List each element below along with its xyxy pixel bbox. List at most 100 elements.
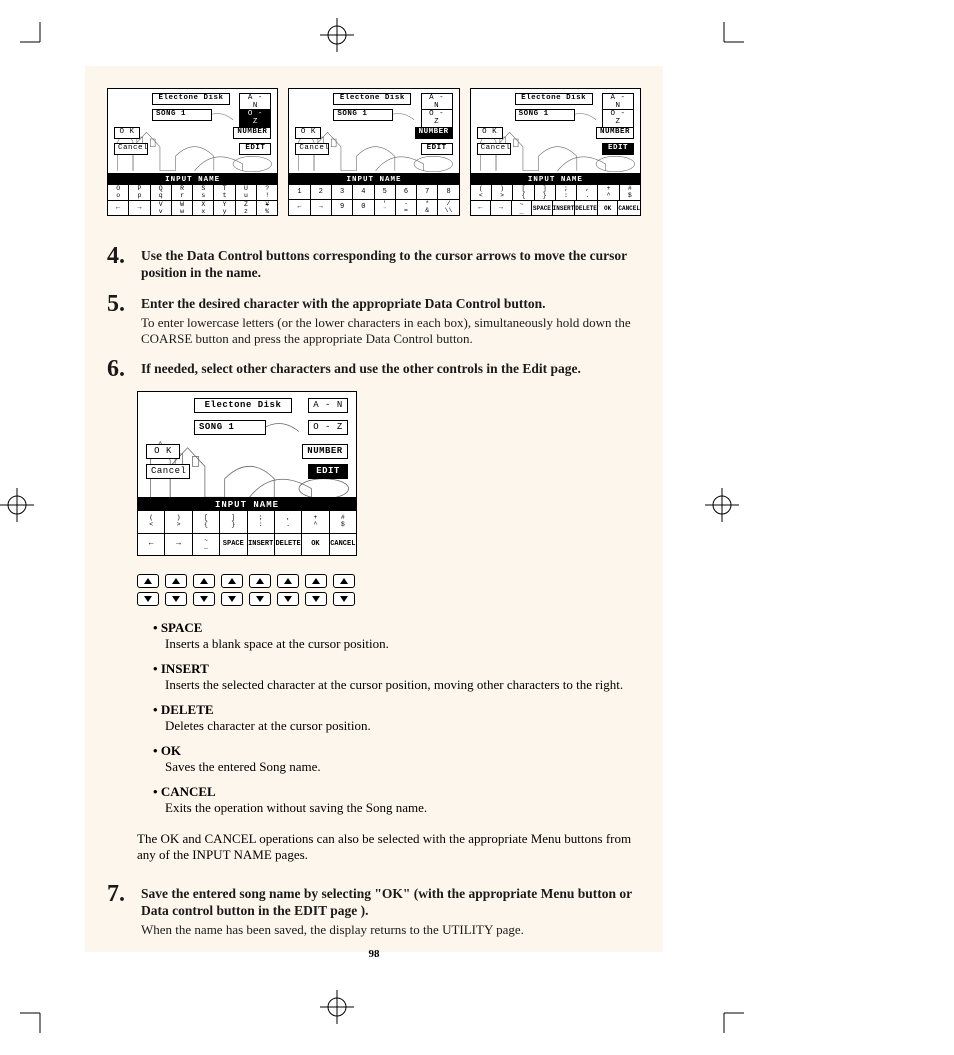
definition-term: INSERT (153, 661, 209, 676)
lcd-panel-oz: Electone Disk SONG 1 A - N O - Z NUMBER … (107, 88, 278, 216)
lcd-key: 9 (332, 200, 353, 215)
lcd-key: #$ (620, 185, 640, 200)
definition-term: DELETE (153, 702, 214, 717)
data-control-down-button (333, 592, 355, 606)
registration-mark-top (320, 18, 354, 57)
definition-item: OK Saves the entered Song name. (153, 743, 641, 776)
data-control-up-button (277, 574, 299, 588)
lcd-tab-number: NUMBER (302, 444, 348, 459)
lcd-key: ,. (275, 511, 302, 533)
lcd-tab-number: NUMBER (415, 127, 453, 139)
lcd-title: Electone Disk (194, 398, 292, 413)
lcd-ok-button: O K (114, 127, 140, 139)
lcd-key: Yy (214, 201, 235, 216)
lcd-key: Tt (214, 185, 235, 200)
lcd-input-name-bar: INPUT NAME (471, 175, 640, 185)
manual-page: Electone Disk SONG 1 A - N O - Z NUMBER … (85, 66, 663, 952)
lcd-key: )> (492, 185, 513, 200)
lcd-cancel-button: Cancel (295, 143, 329, 155)
lcd-key: ?! (257, 185, 277, 200)
lcd-key: Vv (151, 201, 172, 216)
lcd-key-ok: OK (598, 201, 619, 216)
lcd-song-field: SONG 1 (333, 109, 393, 121)
data-control-up-button (221, 574, 243, 588)
lcd-key: [{ (513, 185, 534, 200)
page-number: 98 (107, 948, 641, 960)
lcd-song-field: SONG 1 (515, 109, 575, 121)
step-7: 7. Save the entered song name by selecti… (107, 882, 641, 938)
lcd-panels-row: Electone Disk SONG 1 A - N O - Z NUMBER … (107, 88, 641, 216)
step-subtext: When the name has been saved, the displa… (141, 922, 641, 938)
lcd-key: 8 (438, 185, 458, 199)
lcd-tab-edit: EDIT (602, 143, 634, 155)
definition-text: Deletes character at the cursor position… (165, 718, 641, 735)
crop-mark-tr (716, 22, 744, 50)
lcd-key-delete: DELETE (575, 201, 598, 216)
step-number: 6. (107, 357, 131, 381)
definition-text: Inserts a blank space at the cursor posi… (165, 636, 641, 653)
lcd-key: ;: (556, 185, 577, 200)
lcd-panel-number: Electone Disk SONG 1 A - N O - Z NUMBER … (288, 88, 459, 216)
lcd-key: → (491, 201, 512, 216)
lcd-input-name-bar: INPUT NAME (138, 499, 356, 511)
lcd-key: ,. (577, 185, 598, 200)
lcd-key: Oo (108, 185, 129, 200)
lcd-title: Electone Disk (515, 93, 593, 105)
data-control-up-button (137, 574, 159, 588)
definition-term: OK (153, 743, 181, 758)
data-control-down-button (249, 592, 271, 606)
lcd-key: Uu (236, 185, 257, 200)
lcd-cancel-button: Cancel (114, 143, 148, 155)
lcd-key: ]} (220, 511, 247, 533)
lcd-tab-oz: O - Z (308, 420, 348, 435)
lcd-title: Electone Disk (152, 93, 230, 105)
lcd-key: 3 (332, 185, 353, 199)
lcd-tab-edit: EDIT (308, 464, 348, 479)
lcd-key: ~_ (512, 201, 533, 216)
lcd-song-field: SONG 1 (152, 109, 212, 121)
crop-mark-tl (20, 22, 48, 50)
data-control-button-strip (137, 574, 641, 606)
lcd-tab-oz: O - Z (239, 109, 271, 128)
lcd-tab-edit: EDIT (421, 143, 453, 155)
data-control-down-button (193, 592, 215, 606)
lcd-key: ]} (535, 185, 556, 200)
lcd-key: [{ (193, 511, 220, 533)
registration-mark-left (0, 488, 34, 527)
lcd-key-space: SPACE (532, 201, 553, 216)
lcd-tab-oz: O - Z (421, 109, 453, 128)
registration-mark-right (705, 488, 739, 527)
step-subtext: To enter lowercase letters (or the lower… (141, 315, 641, 348)
step-number: 5. (107, 292, 131, 347)
definition-item: INSERT Inserts the selected character at… (153, 661, 641, 694)
lcd-key: *& (417, 200, 438, 215)
lcd-key: +^ (302, 511, 329, 533)
lcd-key: ← (108, 201, 129, 216)
lcd-cancel-button: Cancel (477, 143, 511, 155)
lcd-key: ← (471, 201, 492, 216)
lcd-key: → (129, 201, 150, 216)
data-control-up-button (249, 574, 271, 588)
lcd-ok-button: O K (295, 127, 321, 139)
lcd-key: (< (471, 185, 492, 200)
data-control-down-button (277, 592, 299, 606)
definition-item: SPACE Inserts a blank space at the curso… (153, 620, 641, 653)
lcd-input-name-bar: INPUT NAME (289, 175, 458, 185)
definition-text: Saves the entered Song name. (165, 759, 641, 776)
step-heading: If needed, select other characters and u… (141, 361, 641, 378)
lcd-key: #$ (330, 511, 356, 533)
step-4: 4. Use the Data Control buttons correspo… (107, 244, 641, 282)
lcd-key: Pp (129, 185, 150, 200)
lcd-key: → (311, 200, 332, 215)
lcd-key-delete: DELETE (275, 534, 302, 556)
lcd-key: Rr (172, 185, 193, 200)
lcd-key: /\\ (438, 200, 458, 215)
lcd-key: ¥% (257, 201, 277, 216)
data-control-down-button (221, 592, 243, 606)
lcd-key: Xx (193, 201, 214, 216)
data-control-up-button (193, 574, 215, 588)
lcd-key: (< (138, 511, 165, 533)
lcd-key: 6 (396, 185, 417, 199)
lcd-key: Ss (193, 185, 214, 200)
lcd-cancel-button: Cancel (146, 464, 190, 479)
